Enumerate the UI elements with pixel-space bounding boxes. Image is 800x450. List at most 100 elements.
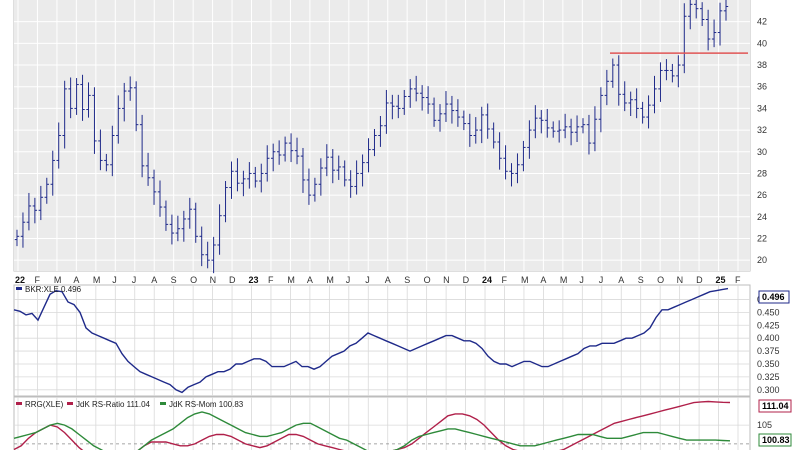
ratio-tick-label: 0.300 xyxy=(757,385,780,395)
time-tick-label: 22 xyxy=(15,275,25,285)
time-tick-label: A xyxy=(307,275,313,285)
time-tick-label: J xyxy=(599,275,604,285)
rrg-rs-ratio-line xyxy=(13,400,731,450)
price-bar xyxy=(122,82,127,122)
price-bar xyxy=(26,192,32,231)
price-bar xyxy=(300,147,306,193)
time-tick-label: J xyxy=(365,275,370,285)
price-bar xyxy=(80,74,85,121)
price-bar xyxy=(235,158,240,192)
ratio-tick-label: 0.375 xyxy=(757,346,780,356)
time-tick-label: A xyxy=(540,275,546,285)
price-bar xyxy=(664,59,669,81)
price-bar xyxy=(551,121,556,138)
price-bar xyxy=(413,75,419,102)
price-bar xyxy=(354,160,359,195)
price-bar xyxy=(104,153,109,172)
price-bar xyxy=(276,140,282,165)
price-bar xyxy=(539,110,544,134)
ratio-value-badge: 0.496 xyxy=(758,290,790,304)
ratio-tick-label: 0.325 xyxy=(757,372,780,382)
rrg-ratio-badge-text: 111.04 xyxy=(762,401,789,411)
price-bar xyxy=(175,215,181,242)
price-bar xyxy=(723,0,729,21)
ratio-legend-swatch xyxy=(16,287,22,290)
price-bar xyxy=(92,87,97,154)
price-bar xyxy=(670,63,675,83)
rrg-plot-bg xyxy=(13,396,751,450)
price-bar xyxy=(32,197,38,224)
time-tick-label: J xyxy=(579,275,584,285)
price-bar xyxy=(610,58,615,88)
price-bar xyxy=(425,86,431,114)
price-bar xyxy=(640,101,645,124)
price-bar xyxy=(145,152,151,186)
price-bar xyxy=(86,82,91,118)
price-bar xyxy=(592,106,598,152)
rrg-ratio-legend-swatch xyxy=(67,402,73,405)
price-bar xyxy=(682,3,687,74)
price-tick-label: 26 xyxy=(757,190,767,200)
price-bar xyxy=(598,87,604,133)
price-bar xyxy=(545,108,550,138)
price-bar xyxy=(324,144,330,177)
price-bar xyxy=(20,212,26,248)
time-tick-label: A xyxy=(73,275,79,285)
price-bar xyxy=(157,180,163,217)
price-bar xyxy=(330,149,335,184)
rrg-mom-legend-swatch xyxy=(160,402,166,405)
price-plot-bg xyxy=(14,0,750,271)
time-tick-label: O xyxy=(424,275,431,285)
price-bar xyxy=(223,181,228,223)
price-bar xyxy=(699,2,705,27)
price-bar xyxy=(443,91,449,122)
price-bar xyxy=(437,104,443,132)
time-tick-label: J xyxy=(346,275,351,285)
time-tick-label: M xyxy=(326,275,334,285)
price-bar xyxy=(62,80,67,149)
price-bar xyxy=(294,137,300,165)
time-tick-label: M xyxy=(560,275,568,285)
price-bar xyxy=(717,2,723,46)
price-bar xyxy=(378,115,383,147)
price-panel: 20 22 24 26 28 30 32 34 36 38 40 42 22 F M A M J J A S O N D 23… xyxy=(13,0,767,285)
time-tick-label: S xyxy=(404,275,410,285)
ratio-tick-label: 0.400 xyxy=(757,333,780,343)
price-bar xyxy=(485,103,490,139)
price-bar xyxy=(247,162,252,189)
price-bar xyxy=(515,153,520,184)
price-tick-label: 22 xyxy=(757,233,767,243)
price-bar xyxy=(449,95,455,124)
price-bar xyxy=(306,168,312,205)
time-tick-label: 23 xyxy=(249,275,259,285)
time-tick-label: 24 xyxy=(482,275,492,285)
price-bar xyxy=(372,128,377,157)
time-tick-label: D xyxy=(696,275,703,285)
price-bar xyxy=(253,166,258,188)
price-bar xyxy=(497,132,502,170)
price-bar xyxy=(282,136,288,162)
price-bar xyxy=(50,150,55,196)
ratio-tick-label: 0.450 xyxy=(757,307,780,317)
price-tick-label: 24 xyxy=(757,212,767,222)
time-tick-label: M xyxy=(287,275,295,285)
price-bar xyxy=(74,78,79,115)
rrg-axis-ticks: 105 xyxy=(757,420,772,430)
price-axis-ticks: 20 22 24 26 28 30 32 34 36 38 40 42 xyxy=(757,17,767,265)
price-bar xyxy=(68,77,73,119)
price-bar xyxy=(604,69,610,106)
price-bar xyxy=(163,200,169,231)
rrg-legend-prefix: RRG(XLE) xyxy=(25,400,64,409)
price-bar xyxy=(312,177,318,202)
time-tick-label: 25 xyxy=(716,275,726,285)
time-tick-label: D xyxy=(229,275,236,285)
rrg-panel: RRG(XLE) JdK RS-Ratio 111.04 JdK RS-Mom … xyxy=(13,396,792,450)
price-tick-label: 38 xyxy=(757,60,767,70)
price-bar xyxy=(628,91,633,116)
rrg-mom-legend-label: JdK RS-Mom 100.83 xyxy=(169,400,244,409)
price-bar xyxy=(473,117,478,144)
price-bar xyxy=(14,229,20,247)
ratio-line xyxy=(13,287,729,394)
ratio-tick-label: 0.425 xyxy=(757,320,780,330)
price-tick-label: 20 xyxy=(757,255,767,265)
